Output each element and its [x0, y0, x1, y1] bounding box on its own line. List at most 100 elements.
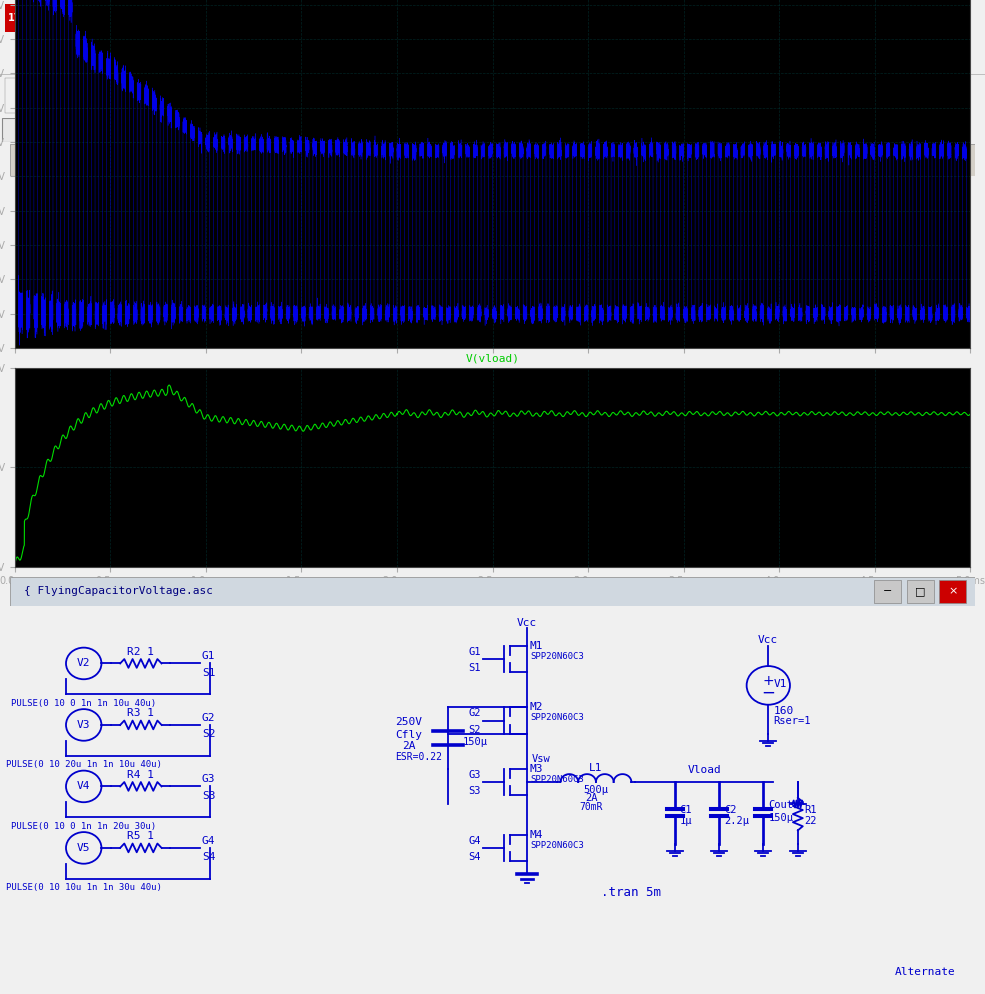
Bar [571, 78, 593, 113]
Bar [522, 78, 544, 113]
Text: ×: × [949, 155, 957, 165]
Text: C1: C1 [680, 805, 692, 815]
Text: G1: G1 [202, 651, 216, 661]
Text: Edit: Edit [54, 50, 81, 60]
Text: SPP20N60C3: SPP20N60C3 [530, 652, 584, 661]
Text: Simulate: Simulate [187, 50, 241, 60]
Text: M1: M1 [530, 641, 544, 651]
Text: Window: Window [310, 50, 351, 60]
Text: Vcc: Vcc [758, 635, 778, 645]
Bar [424, 78, 445, 113]
Text: S1: S1 [202, 668, 216, 678]
Bar [874, 147, 901, 173]
Text: S2: S2 [202, 730, 216, 740]
Text: L1: L1 [589, 763, 603, 773]
Text: Vcc: Vcc [517, 617, 537, 627]
Bar [300, 78, 322, 113]
Text: 📈 FlyingCapacitorVoltage.raw: 📈 FlyingCapacitorVoltage.raw [165, 125, 341, 135]
Text: G4: G4 [202, 836, 216, 846]
Bar [596, 78, 618, 113]
Text: 150µ: 150µ [463, 738, 488, 747]
Text: S3: S3 [202, 790, 216, 801]
Text: ESR=0.22: ESR=0.22 [395, 752, 442, 762]
Text: M2: M2 [530, 703, 544, 713]
Text: R2 1: R2 1 [127, 647, 155, 657]
Bar [2, 118, 160, 142]
Text: ×: × [949, 586, 957, 596]
Text: M3: M3 [530, 763, 544, 774]
Bar [5, 4, 27, 32]
Text: C2: C2 [724, 805, 737, 815]
Text: M4: M4 [530, 830, 544, 840]
Text: 250V: 250V [395, 717, 423, 727]
Text: Alternate: Alternate [894, 967, 955, 977]
Text: 2A: 2A [402, 741, 416, 750]
Bar [30, 78, 51, 113]
Text: S2: S2 [468, 725, 481, 735]
Text: G2: G2 [202, 713, 216, 723]
Text: 70mR: 70mR [579, 802, 603, 812]
Text: 500µ: 500µ [583, 784, 609, 794]
Bar [103, 78, 125, 113]
Text: R4 1: R4 1 [127, 769, 155, 779]
Text: Cout: Cout [768, 800, 793, 810]
Text: G1: G1 [468, 647, 481, 657]
Bar [177, 78, 199, 113]
Text: G3: G3 [468, 769, 481, 779]
Text: Rser=1: Rser=1 [773, 716, 811, 726]
Text: V4: V4 [77, 781, 91, 791]
Text: R1: R1 [804, 805, 817, 815]
Text: ~~~ FlyingCapacitorVoltage.raw: ~~~ FlyingCapacitorVoltage.raw [25, 155, 212, 165]
Text: □: □ [915, 155, 925, 165]
Text: PULSE(0 10 0 1n 1n 10u 40u): PULSE(0 10 0 1n 1n 10u 40u) [11, 699, 157, 708]
Bar [54, 78, 76, 113]
Bar [497, 78, 519, 113]
Bar [399, 78, 421, 113]
Bar [153, 78, 174, 113]
Text: V2: V2 [77, 658, 91, 668]
Text: -: - [924, 11, 928, 25]
Bar [874, 580, 901, 603]
Text: □: □ [940, 11, 952, 25]
Text: +: + [762, 674, 774, 688]
Text: V1: V1 [773, 679, 787, 689]
Text: −: − [883, 155, 892, 165]
Text: R5 1: R5 1 [127, 831, 155, 841]
Bar [906, 580, 934, 603]
Text: ×: × [960, 11, 970, 25]
Text: 22: 22 [804, 816, 817, 826]
Bar [940, 580, 966, 603]
Text: 17: 17 [8, 13, 22, 23]
Bar [473, 78, 494, 113]
Text: G4: G4 [468, 836, 481, 846]
Text: Vsw: Vsw [532, 753, 551, 763]
Bar [202, 78, 224, 113]
Text: −: − [761, 684, 775, 702]
Text: Cfly: Cfly [395, 731, 423, 741]
Text: □: □ [915, 586, 925, 596]
Bar [128, 78, 150, 113]
Bar [448, 78, 470, 113]
Bar [906, 147, 934, 173]
Text: 150µ: 150µ [768, 813, 793, 823]
Text: G3: G3 [202, 774, 216, 784]
Text: Hierarchy: Hierarchy [98, 50, 160, 60]
Text: .tran 5m: .tran 5m [601, 887, 661, 900]
Text: Help: Help [364, 50, 391, 60]
Text: View: View [143, 50, 169, 60]
Text: R3 1: R3 1 [127, 708, 155, 718]
Text: S1: S1 [468, 663, 481, 673]
Text: V3: V3 [77, 720, 91, 730]
Text: G2: G2 [468, 708, 481, 718]
Text: S4: S4 [468, 852, 481, 862]
Bar [251, 78, 273, 113]
Bar [5, 78, 27, 113]
Text: V(vload): V(vload) [466, 354, 519, 364]
Text: { FlyingCapacitorVoltage.asc: { FlyingCapacitorVoltage.asc [25, 586, 214, 596]
Text: 2A: 2A [585, 793, 597, 803]
Bar [276, 78, 297, 113]
Text: 2.2µ: 2.2µ [724, 816, 749, 826]
Text: File: File [15, 50, 41, 60]
Text: S4: S4 [202, 852, 216, 862]
Bar [325, 78, 347, 113]
